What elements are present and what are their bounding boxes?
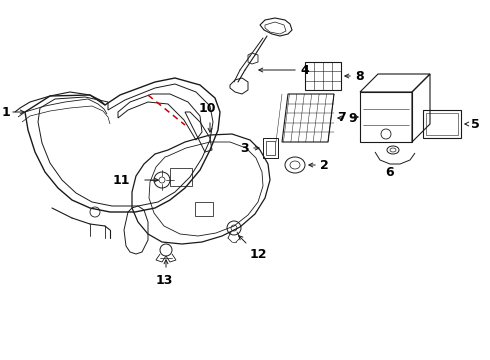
- Text: 3: 3: [241, 141, 249, 154]
- Text: 10: 10: [198, 102, 216, 115]
- Text: 11: 11: [113, 174, 130, 186]
- Text: 13: 13: [155, 274, 172, 287]
- Text: 12: 12: [250, 248, 268, 261]
- Text: 4: 4: [300, 63, 309, 77]
- Text: 5: 5: [471, 117, 480, 131]
- Text: 6: 6: [386, 166, 394, 179]
- Text: 1: 1: [2, 105, 11, 118]
- Text: 8: 8: [355, 69, 364, 82]
- Text: 2: 2: [320, 158, 329, 171]
- Text: 9: 9: [348, 112, 357, 125]
- Text: 7: 7: [337, 111, 346, 123]
